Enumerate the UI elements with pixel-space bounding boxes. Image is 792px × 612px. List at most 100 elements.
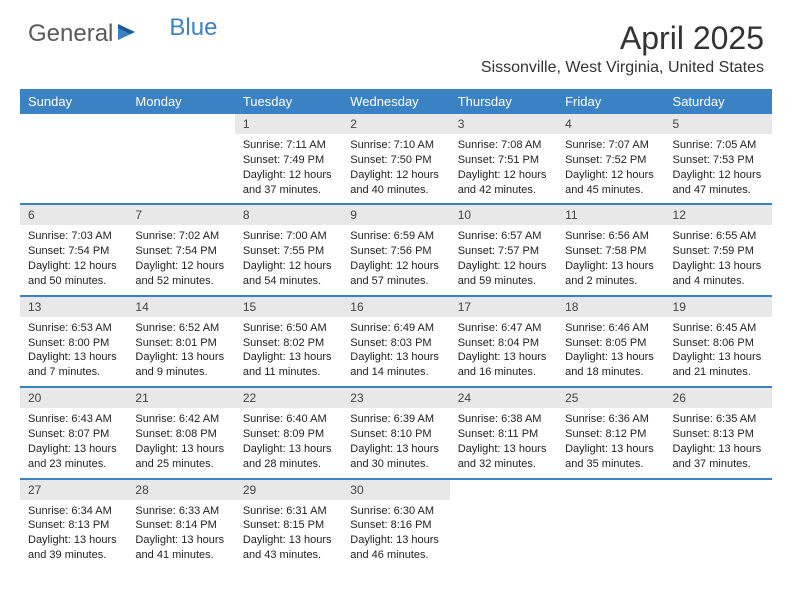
calendar-day-cell: 12Sunrise: 6:55 AMSunset: 7:59 PMDayligh…: [665, 204, 772, 295]
calendar-header-cell: Saturday: [665, 89, 772, 114]
day-details: Sunrise: 6:56 AMSunset: 7:58 PMDaylight:…: [557, 225, 664, 294]
calendar-empty-cell: [450, 479, 557, 569]
calendar-day-cell: 4Sunrise: 7:07 AMSunset: 7:52 PMDaylight…: [557, 114, 664, 204]
day-number: 10: [450, 205, 557, 225]
calendar-week-row: 6Sunrise: 7:03 AMSunset: 7:54 PMDaylight…: [20, 204, 772, 295]
day-number: 30: [342, 480, 449, 500]
logo-text-blue: Blue: [169, 14, 217, 42]
day-details: Sunrise: 7:05 AMSunset: 7:53 PMDaylight:…: [665, 134, 772, 203]
day-number: 24: [450, 388, 557, 408]
day-number: 3: [450, 114, 557, 134]
logo: General Blue: [28, 20, 217, 48]
calendar-day-cell: 23Sunrise: 6:39 AMSunset: 8:10 PMDayligh…: [342, 387, 449, 478]
day-details: Sunrise: 6:53 AMSunset: 8:00 PMDaylight:…: [20, 317, 127, 386]
calendar-header-row: SundayMondayTuesdayWednesdayThursdayFrid…: [20, 89, 772, 114]
day-details: Sunrise: 6:57 AMSunset: 7:57 PMDaylight:…: [450, 225, 557, 294]
calendar-day-cell: 20Sunrise: 6:43 AMSunset: 8:07 PMDayligh…: [20, 387, 127, 478]
calendar-day-cell: 10Sunrise: 6:57 AMSunset: 7:57 PMDayligh…: [450, 204, 557, 295]
calendar-empty-cell: [557, 479, 664, 569]
day-details: Sunrise: 6:50 AMSunset: 8:02 PMDaylight:…: [235, 317, 342, 386]
day-details: Sunrise: 6:46 AMSunset: 8:05 PMDaylight:…: [557, 317, 664, 386]
day-details: Sunrise: 7:03 AMSunset: 7:54 PMDaylight:…: [20, 225, 127, 294]
title-block: April 2025 Sissonville, West Virginia, U…: [481, 20, 764, 77]
day-number: 14: [127, 297, 234, 317]
calendar-day-cell: 30Sunrise: 6:30 AMSunset: 8:16 PMDayligh…: [342, 479, 449, 569]
day-number: 19: [665, 297, 772, 317]
day-details: Sunrise: 7:10 AMSunset: 7:50 PMDaylight:…: [342, 134, 449, 203]
calendar-day-cell: 19Sunrise: 6:45 AMSunset: 8:06 PMDayligh…: [665, 296, 772, 387]
calendar-day-cell: 17Sunrise: 6:47 AMSunset: 8:04 PMDayligh…: [450, 296, 557, 387]
day-details: Sunrise: 6:40 AMSunset: 8:09 PMDaylight:…: [235, 408, 342, 477]
day-details: Sunrise: 7:02 AMSunset: 7:54 PMDaylight:…: [127, 225, 234, 294]
day-details: Sunrise: 6:52 AMSunset: 8:01 PMDaylight:…: [127, 317, 234, 386]
day-number: 28: [127, 480, 234, 500]
calendar-day-cell: 7Sunrise: 7:02 AMSunset: 7:54 PMDaylight…: [127, 204, 234, 295]
calendar-day-cell: 27Sunrise: 6:34 AMSunset: 8:13 PMDayligh…: [20, 479, 127, 569]
day-number: 26: [665, 388, 772, 408]
day-number: 4: [557, 114, 664, 134]
calendar-day-cell: 29Sunrise: 6:31 AMSunset: 8:15 PMDayligh…: [235, 479, 342, 569]
calendar-day-cell: 14Sunrise: 6:52 AMSunset: 8:01 PMDayligh…: [127, 296, 234, 387]
day-details: Sunrise: 6:33 AMSunset: 8:14 PMDaylight:…: [127, 500, 234, 569]
day-details: Sunrise: 6:49 AMSunset: 8:03 PMDaylight:…: [342, 317, 449, 386]
calendar-day-cell: 28Sunrise: 6:33 AMSunset: 8:14 PMDayligh…: [127, 479, 234, 569]
calendar-week-row: 27Sunrise: 6:34 AMSunset: 8:13 PMDayligh…: [20, 479, 772, 569]
day-details: Sunrise: 6:31 AMSunset: 8:15 PMDaylight:…: [235, 500, 342, 569]
header: General Blue April 2025 Sissonville, Wes…: [0, 0, 792, 83]
day-number: 8: [235, 205, 342, 225]
calendar-day-cell: 25Sunrise: 6:36 AMSunset: 8:12 PMDayligh…: [557, 387, 664, 478]
day-number: 21: [127, 388, 234, 408]
calendar-day-cell: 11Sunrise: 6:56 AMSunset: 7:58 PMDayligh…: [557, 204, 664, 295]
calendar-week-row: 20Sunrise: 6:43 AMSunset: 8:07 PMDayligh…: [20, 387, 772, 478]
calendar-week-row: 13Sunrise: 6:53 AMSunset: 8:00 PMDayligh…: [20, 296, 772, 387]
day-number: 23: [342, 388, 449, 408]
calendar-week-row: 1Sunrise: 7:11 AMSunset: 7:49 PMDaylight…: [20, 114, 772, 204]
day-number: 11: [557, 205, 664, 225]
calendar-day-cell: 13Sunrise: 6:53 AMSunset: 8:00 PMDayligh…: [20, 296, 127, 387]
day-number: 17: [450, 297, 557, 317]
day-number: 6: [20, 205, 127, 225]
day-details: Sunrise: 6:39 AMSunset: 8:10 PMDaylight:…: [342, 408, 449, 477]
calendar-day-cell: 15Sunrise: 6:50 AMSunset: 8:02 PMDayligh…: [235, 296, 342, 387]
calendar-day-cell: 5Sunrise: 7:05 AMSunset: 7:53 PMDaylight…: [665, 114, 772, 204]
day-details: Sunrise: 6:38 AMSunset: 8:11 PMDaylight:…: [450, 408, 557, 477]
flag-icon: [117, 23, 139, 46]
day-details: Sunrise: 7:08 AMSunset: 7:51 PMDaylight:…: [450, 134, 557, 203]
day-details: Sunrise: 6:59 AMSunset: 7:56 PMDaylight:…: [342, 225, 449, 294]
calendar-header-cell: Friday: [557, 89, 664, 114]
calendar-body: 1Sunrise: 7:11 AMSunset: 7:49 PMDaylight…: [20, 114, 772, 569]
location-text: Sissonville, West Virginia, United State…: [481, 59, 764, 77]
calendar-day-cell: 26Sunrise: 6:35 AMSunset: 8:13 PMDayligh…: [665, 387, 772, 478]
day-number: 12: [665, 205, 772, 225]
day-details: Sunrise: 7:07 AMSunset: 7:52 PMDaylight:…: [557, 134, 664, 203]
calendar-header-cell: Wednesday: [342, 89, 449, 114]
calendar-header-cell: Thursday: [450, 89, 557, 114]
calendar-table: SundayMondayTuesdayWednesdayThursdayFrid…: [20, 89, 772, 569]
day-number: 5: [665, 114, 772, 134]
day-number: 9: [342, 205, 449, 225]
calendar-header-cell: Tuesday: [235, 89, 342, 114]
day-details: Sunrise: 6:34 AMSunset: 8:13 PMDaylight:…: [20, 500, 127, 569]
day-number: 18: [557, 297, 664, 317]
day-details: Sunrise: 6:35 AMSunset: 8:13 PMDaylight:…: [665, 408, 772, 477]
day-number: 20: [20, 388, 127, 408]
day-details: Sunrise: 6:30 AMSunset: 8:16 PMDaylight:…: [342, 500, 449, 569]
day-number: 25: [557, 388, 664, 408]
calendar-day-cell: 21Sunrise: 6:42 AMSunset: 8:08 PMDayligh…: [127, 387, 234, 478]
day-details: Sunrise: 6:45 AMSunset: 8:06 PMDaylight:…: [665, 317, 772, 386]
day-details: Sunrise: 6:43 AMSunset: 8:07 PMDaylight:…: [20, 408, 127, 477]
calendar-day-cell: 18Sunrise: 6:46 AMSunset: 8:05 PMDayligh…: [557, 296, 664, 387]
day-details: Sunrise: 7:00 AMSunset: 7:55 PMDaylight:…: [235, 225, 342, 294]
logo-text-general: General: [28, 20, 113, 48]
day-details: Sunrise: 6:42 AMSunset: 8:08 PMDaylight:…: [127, 408, 234, 477]
calendar-empty-cell: [20, 114, 127, 204]
calendar-day-cell: 3Sunrise: 7:08 AMSunset: 7:51 PMDaylight…: [450, 114, 557, 204]
calendar-header-cell: Monday: [127, 89, 234, 114]
calendar-day-cell: 8Sunrise: 7:00 AMSunset: 7:55 PMDaylight…: [235, 204, 342, 295]
calendar-day-cell: 24Sunrise: 6:38 AMSunset: 8:11 PMDayligh…: [450, 387, 557, 478]
day-number: 1: [235, 114, 342, 134]
day-number: 29: [235, 480, 342, 500]
calendar-day-cell: 22Sunrise: 6:40 AMSunset: 8:09 PMDayligh…: [235, 387, 342, 478]
day-details: Sunrise: 7:11 AMSunset: 7:49 PMDaylight:…: [235, 134, 342, 203]
calendar-empty-cell: [665, 479, 772, 569]
